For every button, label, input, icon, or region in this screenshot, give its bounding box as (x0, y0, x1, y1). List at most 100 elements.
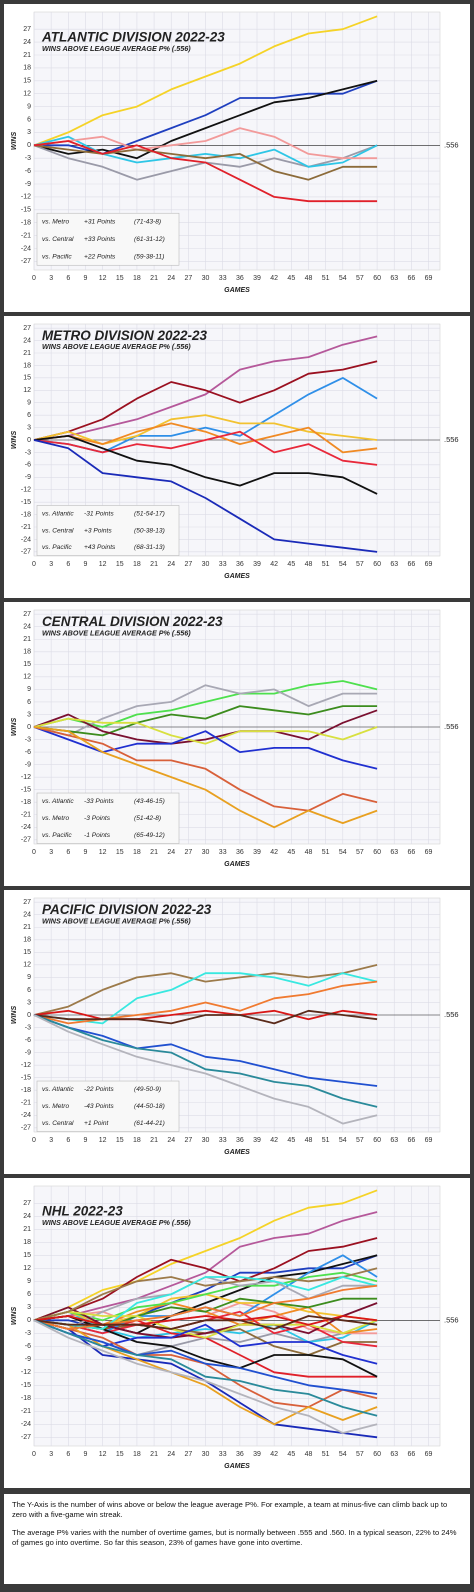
record-text: vs. Central (42, 236, 74, 243)
y-tick-label: -18 (21, 1395, 31, 1402)
x-tick-label: 57 (356, 1137, 364, 1144)
record-text: (61-44-21) (134, 1120, 165, 1127)
x-tick-label: 3 (49, 1451, 53, 1458)
x-tick-label: 3 (49, 1137, 53, 1144)
x-tick-label: 0 (32, 275, 36, 282)
y-tick-label: -24 (21, 1421, 31, 1428)
y-tick-label: -27 (21, 258, 31, 265)
x-tick-label: 27 (184, 1137, 192, 1144)
chart-subtitle: WINS ABOVE LEAGUE AVERAGE P% (.556) (42, 342, 191, 351)
x-tick-label: 15 (116, 849, 124, 856)
y-tick-label: 24 (23, 1213, 31, 1220)
x-tick-label: 63 (390, 275, 398, 282)
y-tick-label: 0 (27, 437, 31, 444)
reference-label: .556 (444, 435, 459, 444)
series-line (33, 1211, 378, 1322)
note: The Y-Axis is the number of wins above o… (12, 1500, 448, 1519)
x-axis-label: GAMES (224, 287, 250, 294)
y-tick-label: -18 (21, 799, 31, 806)
x-tick-label: 69 (425, 849, 433, 856)
x-tick-label: 18 (133, 275, 141, 282)
x-tick-label: 33 (219, 561, 227, 568)
series-line (33, 717, 378, 745)
series-line (33, 1189, 378, 1322)
record-text: -3 Points (84, 815, 111, 822)
y-tick-label: -27 (21, 549, 31, 556)
records-box (36, 212, 180, 266)
record-text: vs. Atlantic (42, 798, 74, 805)
y-tick-label: -15 (21, 1075, 31, 1082)
record-text: vs. Pacific (42, 253, 72, 260)
x-tick-label: 15 (116, 275, 124, 282)
y-tick-label: 12 (23, 962, 31, 969)
record-text: -33 Points (84, 798, 114, 805)
y-tick-label: 0 (27, 142, 31, 149)
notes: The Y-Axis is the number of wins above o… (4, 1494, 470, 1584)
series-line (33, 726, 378, 812)
y-tick-label: 12 (23, 674, 31, 681)
x-axis-label: GAMES (224, 1463, 250, 1470)
record-text: vs. Central (42, 1120, 74, 1127)
x-tick-label: 51 (322, 1451, 330, 1458)
x-tick-label: 39 (253, 275, 261, 282)
y-tick-label: -12 (21, 774, 31, 781)
chart-subtitle: WINS ABOVE LEAGUE AVERAGE P% (.556) (42, 628, 191, 637)
x-tick-label: 42 (270, 1137, 278, 1144)
series-line (33, 435, 378, 495)
x-tick-label: 36 (236, 561, 244, 568)
chart-title: NHL 2022-23 (42, 1204, 123, 1219)
reference-label: .556 (444, 140, 459, 149)
x-tick-label: 45 (287, 1451, 295, 1458)
y-tick-label: 9 (27, 400, 31, 407)
x-tick-label: 45 (287, 561, 295, 568)
y-tick-label: 24 (23, 624, 31, 631)
y-tick-label: -3 (25, 449, 31, 456)
x-axis-label: GAMES (224, 861, 250, 868)
x-tick-label: 42 (270, 1451, 278, 1458)
y-tick-label: -9 (25, 761, 31, 768)
y-tick-label: 12 (23, 91, 31, 98)
series-line (33, 414, 378, 445)
series-line (33, 1014, 378, 1125)
record-text: +3 Points (84, 527, 112, 534)
x-tick-label: 66 (408, 561, 416, 568)
record-text: (65-49-12) (134, 832, 165, 839)
y-tick-label: -9 (25, 474, 31, 481)
y-tick-label: 24 (23, 39, 31, 46)
x-tick-label: 60 (373, 275, 381, 282)
record-text: vs. Central (42, 527, 74, 534)
x-tick-label: 39 (253, 1137, 261, 1144)
series-line (33, 1014, 378, 1108)
x-tick-label: 42 (270, 849, 278, 856)
record-text: (49-50-9) (134, 1086, 161, 1093)
y-tick-label: 21 (23, 924, 31, 931)
y-tick-label: -12 (21, 194, 31, 201)
record-text: +33 Points (84, 236, 116, 243)
x-tick-label: 6 (66, 849, 70, 856)
y-tick-label: 3 (27, 711, 31, 718)
record-text: vs. Pacific (42, 832, 72, 839)
y-tick-label: -21 (21, 1408, 31, 1415)
y-tick-label: -21 (21, 524, 31, 531)
x-tick-label: 30 (202, 1137, 210, 1144)
chart-title: METRO DIVISION 2022-23 (42, 328, 208, 343)
record-text: (44-50-18) (134, 1103, 165, 1110)
y-tick-label: 27 (23, 1200, 31, 1207)
x-tick-label: 3 (49, 561, 53, 568)
y-tick-label: 18 (23, 937, 31, 944)
x-tick-label: 57 (356, 275, 364, 282)
x-tick-label: 9 (84, 561, 88, 568)
series-line (33, 135, 378, 168)
x-tick-label: 42 (270, 561, 278, 568)
y-tick-label: 3 (27, 424, 31, 431)
x-tick-label: 42 (270, 275, 278, 282)
chart-subtitle: WINS ABOVE LEAGUE AVERAGE P% (.556) (42, 44, 191, 53)
record-text: (71-43-8) (134, 219, 161, 226)
x-tick-label: 9 (84, 1451, 88, 1458)
y-tick-label: -15 (21, 1382, 31, 1389)
x-tick-label: 6 (66, 1137, 70, 1144)
x-tick-label: 54 (339, 561, 347, 568)
x-tick-label: 36 (236, 849, 244, 856)
y-tick-label: -12 (21, 1062, 31, 1069)
x-tick-label: 18 (133, 1451, 141, 1458)
